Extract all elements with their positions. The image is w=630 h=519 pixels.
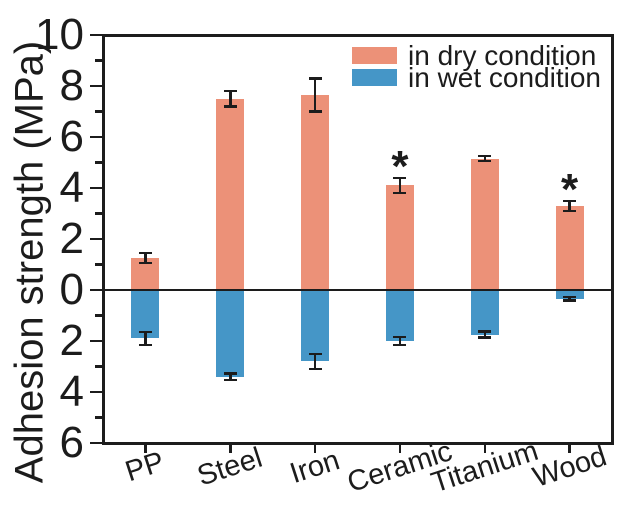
y-major-tick: [89, 33, 102, 37]
error-bar-cap-bottom-steel: [223, 105, 237, 108]
legend-label-dry: in dry condition: [408, 39, 597, 71]
y-major-tick: [89, 288, 102, 292]
error-bar-cap-bottom-pp: [138, 261, 152, 265]
error-bar-line-iron: [313, 353, 317, 370]
zero-baseline: [103, 288, 612, 292]
error-bar-cap-top-pp: [138, 330, 152, 334]
y-tick-label: 10: [35, 10, 84, 59]
bar-dry-ceramic: [385, 185, 414, 290]
error-bar-cap-top-steel: [223, 372, 237, 375]
error-bar-cap-top-wood: [563, 295, 577, 299]
y-minor-tick: [94, 263, 102, 266]
y-minor-tick: [94, 365, 102, 368]
error-bar-line-titanium: [483, 331, 486, 338]
error-bar-line-steel: [229, 373, 232, 380]
error-bar-cap-top-pp: [138, 251, 152, 255]
error-bar-cap-top-wood: [563, 199, 577, 202]
error-bar-line-wood: [568, 200, 571, 211]
legend-label-wet: in wet condition: [408, 61, 602, 93]
error-bar-cap-top-iron: [308, 352, 322, 355]
bar-dry-iron: [301, 94, 330, 290]
error-bar-cap-bottom-steel: [223, 378, 237, 381]
x-tick: [313, 444, 317, 453]
y-tick-label: 2: [59, 316, 84, 365]
x-category-label-pp: PP: [121, 445, 169, 489]
y-major-tick: [89, 237, 102, 241]
y-major-tick: [89, 135, 102, 139]
significance-asterisk-wood: *: [561, 164, 579, 214]
y-major-tick: [89, 441, 102, 445]
x-tick: [229, 444, 232, 453]
y-major-tick: [89, 84, 102, 88]
error-bar-line-ceramic: [398, 337, 402, 345]
error-bar-cap-top-titanium: [478, 154, 492, 158]
error-bar-line-wood: [568, 297, 571, 301]
bar-wet-steel: [216, 290, 245, 377]
legend-swatch-dry-icon: [352, 47, 397, 64]
y-minor-tick: [94, 59, 102, 62]
error-bar-line-pp: [144, 332, 147, 345]
error-bar-line-iron: [313, 78, 317, 112]
bar-wet-titanium: [470, 290, 499, 335]
error-bar-cap-bottom-ceramic: [393, 343, 407, 347]
legend-item-dry: in dry condition: [352, 41, 601, 69]
error-bar-cap-bottom-wood: [563, 299, 577, 302]
y-minor-tick: [94, 110, 102, 113]
error-bar-line-pp: [144, 253, 147, 264]
y-tick-label: 8: [59, 61, 84, 110]
plot-frame: [101, 33, 614, 445]
significance-asterisk-ceramic: *: [391, 141, 409, 191]
y-minor-tick: [94, 416, 102, 419]
error-bar-line-titanium: [483, 156, 486, 162]
error-bar-cap-top-ceramic: [393, 335, 407, 339]
bar-dry-steel: [216, 98, 245, 290]
y-minor-tick: [94, 314, 102, 317]
y-tick-label: 2: [59, 214, 84, 263]
error-bar-cap-bottom-ceramic: [393, 191, 407, 195]
y-major-tick: [89, 339, 102, 343]
error-bar-line-ceramic: [398, 177, 402, 194]
y-major-tick: [89, 390, 102, 394]
error-bar-cap-top-steel: [223, 89, 237, 93]
bar-wet-ceramic: [385, 290, 414, 341]
y-tick-label: 6: [59, 418, 84, 467]
bar-wet-wood: [555, 290, 584, 299]
y-major-tick: [89, 186, 102, 190]
bar-wet-iron: [301, 290, 330, 362]
y-tick-label: 4: [59, 163, 84, 212]
error-bar-cap-top-titanium: [478, 330, 492, 333]
x-tick: [398, 444, 402, 453]
x-tick: [483, 444, 486, 453]
error-bar-cap-bottom-wood: [563, 209, 577, 213]
error-bar-cap-bottom-iron: [308, 110, 322, 113]
legend-item-wet: in wet condition: [352, 63, 601, 91]
error-bar-cap-top-ceramic: [393, 176, 407, 180]
error-bar-cap-bottom-titanium: [478, 159, 492, 163]
y-tick-label: 6: [59, 112, 84, 161]
y-tick-label: 0: [59, 265, 84, 314]
x-tick: [568, 444, 571, 453]
bar-dry-wood: [555, 205, 584, 290]
y-tick-label: 4: [59, 367, 84, 416]
x-tick: [144, 444, 147, 453]
y-minor-tick: [94, 212, 102, 215]
bar-dry-titanium: [470, 158, 499, 290]
bar-wet-pp: [131, 290, 160, 339]
x-category-label-iron: Iron: [286, 444, 344, 491]
legend: in dry condition in wet condition: [352, 41, 601, 91]
error-bar-cap-top-iron: [308, 77, 322, 80]
error-bar-cap-bottom-pp: [138, 343, 152, 347]
error-bar-line-steel: [229, 91, 232, 107]
y-minor-tick: [94, 161, 102, 164]
error-bar-cap-bottom-titanium: [478, 336, 492, 339]
error-bar-cap-bottom-iron: [308, 367, 322, 371]
legend-swatch-wet-icon: [352, 69, 397, 86]
